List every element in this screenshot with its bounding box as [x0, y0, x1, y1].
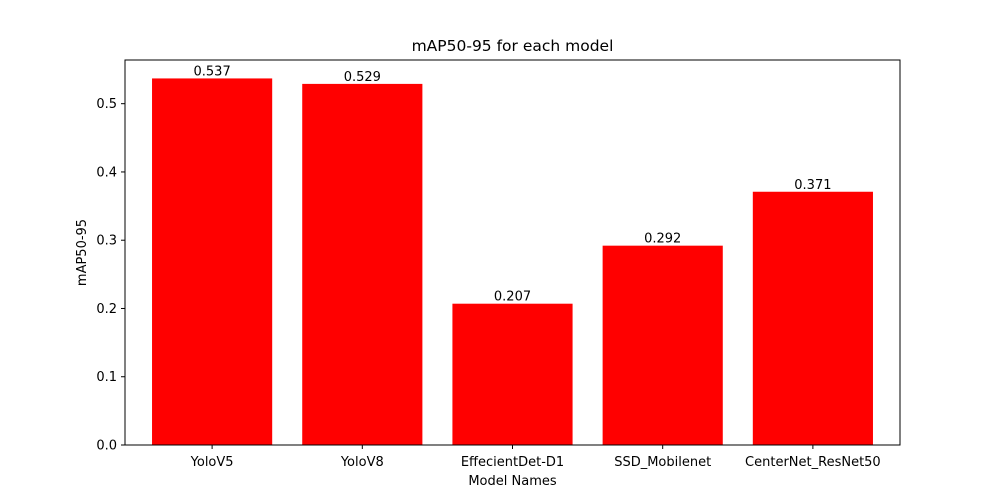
value-label: 0.292 — [644, 232, 681, 247]
value-label: 0.207 — [494, 290, 531, 305]
bars-layer — [152, 78, 873, 446]
value-label: 0.537 — [194, 64, 231, 79]
value-label: 0.529 — [344, 70, 381, 85]
y-tick-label: 0.3 — [96, 234, 117, 249]
x-tick-label: EffecientDet-D1 — [461, 455, 564, 470]
bar-yolov8 — [302, 83, 423, 445]
value-label: 0.371 — [794, 178, 831, 193]
x-axis: YoloV5 YoloV8 EffecientDet-D1 SSD_Mobilenet… — [190, 445, 881, 470]
x-axis-label: Model Names — [468, 474, 557, 489]
y-axis: 0.0 0.1 0.2 0.3 0.4 0.5 — [96, 97, 125, 454]
y-tick-label: 0.1 — [96, 370, 117, 385]
y-tick-label: 0.0 — [96, 439, 117, 454]
x-tick-label: YoloV5 — [190, 455, 234, 470]
y-tick-label: 0.4 — [96, 165, 117, 180]
value-labels-layer: 0.537 0.529 0.207 0.292 0.371 — [194, 64, 832, 304]
y-axis-label: mAP50-95 — [75, 219, 90, 286]
x-tick-label: SSD_Mobilenet — [614, 455, 711, 470]
chart-title: mAP50-95 for each model — [412, 37, 614, 55]
plot-frame — [124, 59, 901, 446]
bar-centernet-resnet50 — [752, 191, 873, 445]
bar-ssd-mobilenet — [602, 245, 723, 445]
bar-yolov5 — [152, 78, 273, 446]
y-tick-label: 0.5 — [96, 97, 117, 112]
y-tick-label: 0.2 — [96, 302, 117, 317]
x-tick-label: YoloV8 — [340, 455, 384, 470]
bar-effecientdet-d1 — [452, 303, 573, 445]
x-tick-label: CenterNet_ResNet50 — [745, 455, 881, 470]
